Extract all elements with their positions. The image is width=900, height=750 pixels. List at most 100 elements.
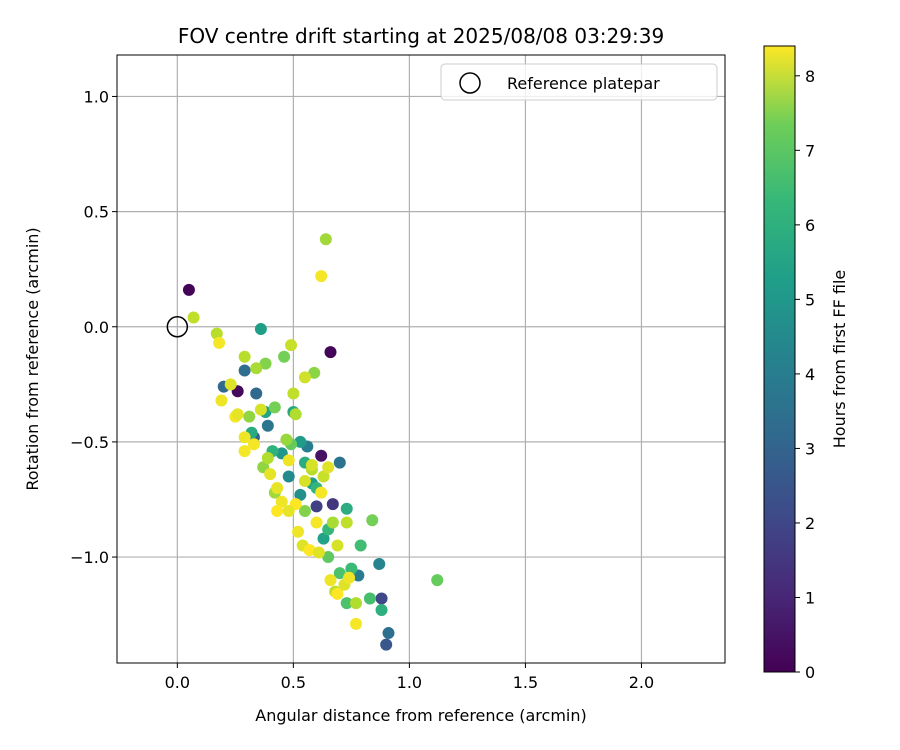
colorbar-tick-label: 3 xyxy=(805,439,815,458)
y-tick-label: 1.0 xyxy=(84,87,109,106)
scatter-point xyxy=(282,470,295,483)
scatter-point xyxy=(324,346,337,359)
scatter-point xyxy=(282,505,295,517)
scatter-point xyxy=(315,449,328,462)
scatter-point xyxy=(238,431,251,444)
scatter-point xyxy=(315,486,328,499)
scatter-point xyxy=(294,435,307,448)
scatter-point xyxy=(275,495,288,508)
scatter-point xyxy=(343,571,356,584)
scatter-point xyxy=(303,544,316,557)
scatter-point xyxy=(285,339,298,352)
scatter-point xyxy=(213,336,226,349)
colorbar-tick-label: 8 xyxy=(805,67,815,86)
colorbar-label: Hours from first FF file xyxy=(830,270,849,449)
scatter-point xyxy=(366,514,379,527)
scatter-point xyxy=(322,461,335,474)
scatter-point xyxy=(224,378,237,391)
x-tick-label: 2.0 xyxy=(629,673,654,692)
scatter-point xyxy=(250,362,263,375)
legend-box xyxy=(440,63,718,101)
scatter-point xyxy=(333,567,346,580)
scatter-point xyxy=(231,408,244,421)
plot-frame xyxy=(116,54,726,664)
scatter-point xyxy=(271,505,284,517)
colorbar-tick-label: 0 xyxy=(805,663,815,682)
scatter-point xyxy=(238,350,251,363)
scatter-point xyxy=(298,371,311,384)
scatter-point xyxy=(431,574,444,587)
scatter-point xyxy=(247,438,260,451)
scatter-point xyxy=(294,488,307,501)
colorbar-tick-label: 4 xyxy=(805,365,815,384)
x-tick-label: 1.5 xyxy=(513,673,538,692)
scatter-point xyxy=(310,500,323,513)
colorbar-tick-label: 2 xyxy=(805,514,815,533)
scatter-point xyxy=(333,456,346,469)
scatter-point xyxy=(324,574,337,587)
grid-lines xyxy=(117,55,725,663)
scatter-point xyxy=(317,470,330,483)
scatter-point xyxy=(210,327,223,340)
scatter-point xyxy=(319,233,332,246)
colorbar-tick-label: 6 xyxy=(805,216,815,235)
scatter-point xyxy=(292,525,305,538)
colorbar-frame xyxy=(763,45,796,673)
y-tick-label: −0.5 xyxy=(70,433,109,452)
data-points xyxy=(182,233,444,651)
scatter-point xyxy=(326,498,339,511)
legend-marker-icon xyxy=(459,72,481,94)
scatter-point xyxy=(254,403,267,416)
x-tick-label: 0.0 xyxy=(165,673,190,692)
scatter-point xyxy=(298,475,311,488)
scatter-point xyxy=(312,546,325,559)
x-axis-ticks: 0.0 0.5 1.0 1.5 2.0 xyxy=(165,663,654,692)
scatter-point xyxy=(317,532,330,545)
scatter-point xyxy=(331,587,344,600)
scatter-point xyxy=(259,357,272,370)
legend-label: Reference platepar xyxy=(507,74,660,93)
scatter-point xyxy=(315,270,328,283)
scatter-point xyxy=(326,516,339,529)
y-axis-label: Rotation from reference (arcmin) xyxy=(23,227,42,490)
scatter-point xyxy=(375,592,388,605)
scatter-point xyxy=(298,505,311,517)
scatter-point xyxy=(287,387,300,400)
scatter-point xyxy=(264,468,277,481)
x-tick-label: 0.5 xyxy=(281,673,306,692)
scatter-point xyxy=(340,502,353,515)
scatter-point xyxy=(243,410,256,423)
scatter-point xyxy=(271,481,284,494)
chart-title: FOV centre drift starting at 2025/08/08 … xyxy=(178,24,664,48)
scatter-point xyxy=(380,638,393,651)
scatter-point xyxy=(363,592,376,605)
scatter-point xyxy=(305,458,318,471)
scatter-point xyxy=(354,539,367,552)
colorbar-ticks: 0 1 2 3 4 5 6 7 8 xyxy=(795,67,815,682)
scatter-point xyxy=(282,454,295,467)
reference-platepar-marker xyxy=(166,316,189,338)
colorbar xyxy=(764,46,795,672)
y-tick-label: 0.0 xyxy=(84,318,109,337)
scatter-point xyxy=(250,387,263,400)
scatter-point xyxy=(345,562,358,575)
scatter-point xyxy=(278,350,291,363)
scatter-point xyxy=(268,401,281,414)
scatter-point xyxy=(182,283,195,296)
scatter-point xyxy=(261,419,274,432)
scatter-point xyxy=(261,452,274,465)
scatter-point xyxy=(350,617,363,630)
scatter-point xyxy=(308,366,321,379)
scatter-point xyxy=(340,516,353,529)
scatter-point xyxy=(187,311,200,324)
y-tick-label: 0.5 xyxy=(84,203,109,222)
scatter-point xyxy=(310,516,323,529)
scatter-point xyxy=(340,597,353,610)
x-axis-label: Angular distance from reference (arcmin) xyxy=(255,706,586,725)
scatter-point xyxy=(289,408,302,421)
scatter-point xyxy=(322,551,335,564)
colorbar-tick-label: 1 xyxy=(805,588,815,607)
scatter-point xyxy=(375,604,388,617)
scatter-point xyxy=(373,557,386,570)
